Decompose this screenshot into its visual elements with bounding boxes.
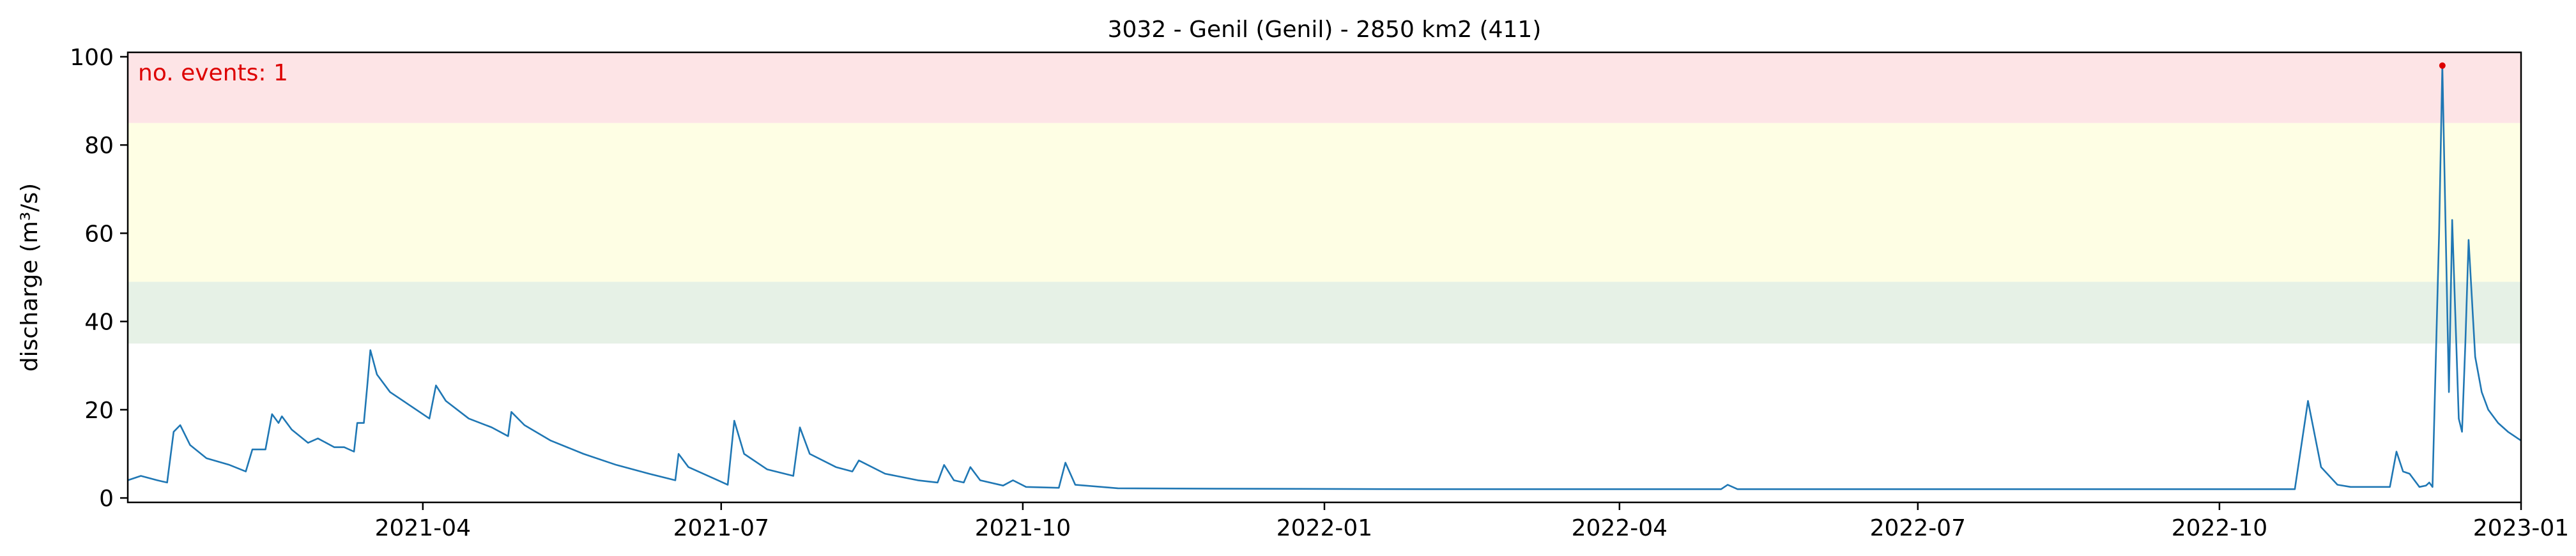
threshold-band-2: [128, 52, 2521, 123]
x-tick-label: 2022-07: [1870, 515, 1966, 541]
x-tick-label: 2023-01: [2473, 515, 2569, 541]
y-tick-label: 20: [84, 398, 114, 424]
x-tick-label: 2021-07: [673, 515, 769, 541]
x-axis: 2021-04 2021-07 2021-10 2022-01 2022-04 2022-…: [375, 502, 2569, 541]
y-tick-label: 0: [99, 486, 114, 512]
x-tick-label: 2022-01: [1276, 515, 1372, 541]
series-layer: [127, 64, 2522, 490]
y-tick-label: 40: [84, 310, 114, 336]
x-tick-label: 2021-04: [375, 515, 471, 541]
y-tick-label: 80: [84, 133, 114, 159]
x-tick-label: 2022-10: [2172, 515, 2267, 541]
discharge-series-line-0: [127, 64, 2522, 490]
x-tick-label: 2021-10: [975, 515, 1071, 541]
y-axis: 0 20 40 60 80 100: [70, 45, 128, 512]
event-marker-0: [2439, 62, 2446, 69]
threshold-band-0: [128, 282, 2521, 344]
threshold-band-1: [128, 123, 2521, 282]
y-axis-label: discharge (m³/s): [17, 183, 43, 372]
y-tick-label: 100: [70, 45, 114, 71]
event-count-annotation: no. events: 1: [138, 60, 288, 86]
event-markers: [2439, 62, 2446, 69]
threshold-bands: [128, 52, 2521, 344]
x-tick-label: 2022-04: [1572, 515, 1667, 541]
y-tick-label: 60: [84, 221, 114, 247]
chart-title: 3032 - Genil (Genil) - 2850 km2 (411): [1108, 17, 1542, 43]
